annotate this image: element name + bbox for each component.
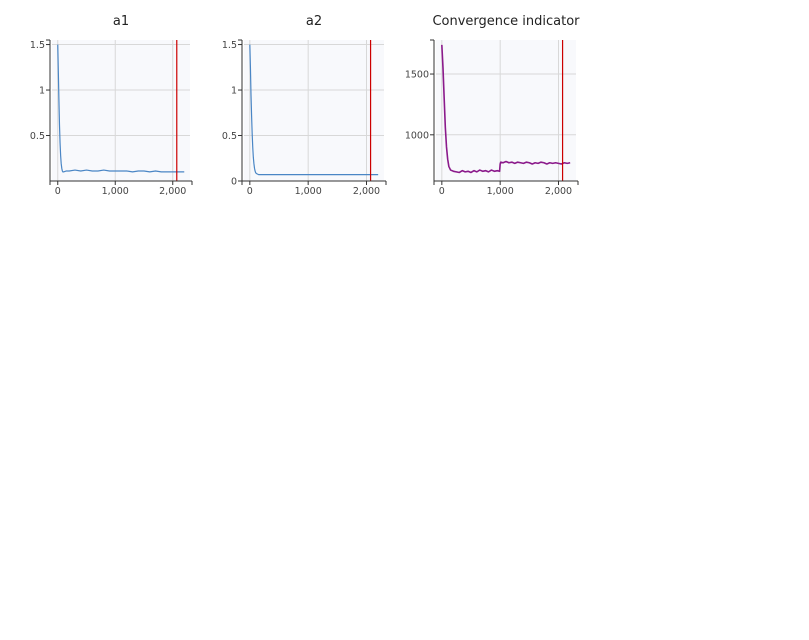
chart-panel-1: a1 0.5 1 1.5 0 1,000 2,000 [30,14,193,197]
chart-title: a2 [306,14,322,29]
x-tick-label: 1,000 [487,186,514,197]
x-tick-label: 1,000 [295,186,322,197]
x-tick-label: 2,000 [353,186,380,197]
x-tick-label: 0 [247,186,253,197]
chart-title: a1 [113,14,129,29]
y-tick-label: 1 [231,86,237,97]
chart-title: Convergence indicator [432,14,580,29]
y-tick-label: 1500 [405,70,429,81]
series-line-1 [441,44,571,174]
y-tick-label: 0.5 [30,131,45,142]
y-tick-label: 1.5 [222,40,237,51]
plot-area [244,40,384,181]
y-tick-label: 0.5 [222,131,237,142]
y-tick-label: 1 [39,86,45,97]
y-tick-label: 0 [231,177,237,188]
x-tick-label: 0 [55,186,61,197]
plot-area [436,40,576,181]
x-tick-label: 2,000 [159,186,186,197]
series-line-1 [249,44,379,176]
chart-panel-3: Convergence indicator 1000 1500 0 1,000 2,000 [405,14,580,197]
x-tick-label: 1,000 [102,186,129,197]
y-tick-label: 1000 [405,130,429,141]
x-tick-label: 0 [439,186,445,197]
plot-area [52,40,190,181]
y-tick-label: 1.5 [30,40,45,51]
x-tick-label: 2,000 [545,186,572,197]
series-line-1 [57,44,185,173]
chart-panel-2: a2 0 0.5 1 1.5 0 1,000 2,000 [222,14,387,197]
